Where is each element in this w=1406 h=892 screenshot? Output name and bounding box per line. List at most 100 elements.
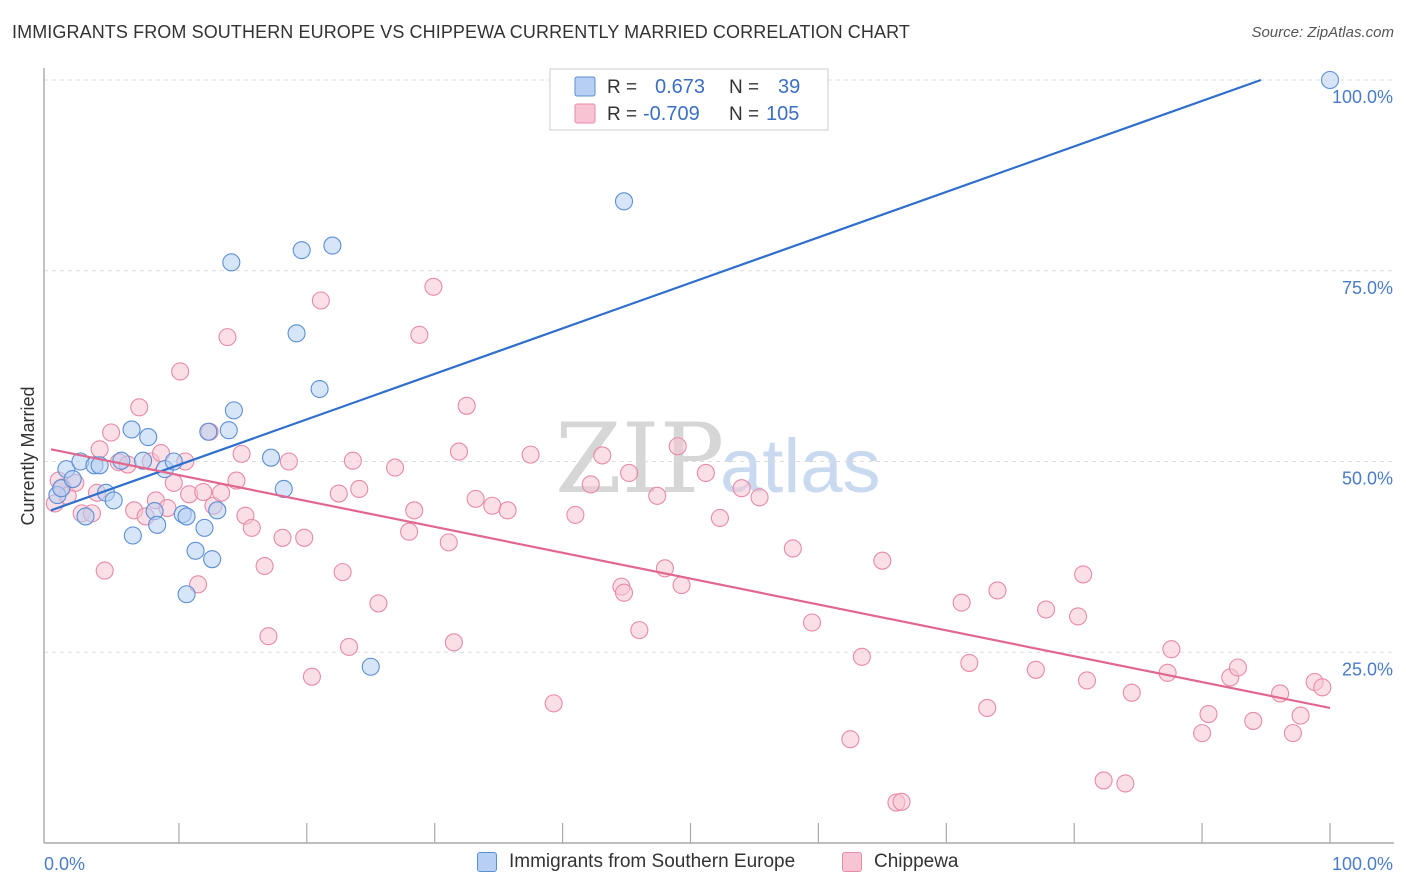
chippewa-point bbox=[449, 442, 469, 461]
chippewa-point bbox=[521, 445, 540, 464]
chippewa-point bbox=[400, 522, 419, 541]
chippewa-point bbox=[1077, 671, 1097, 690]
y-tick-label: 75.0% bbox=[1342, 278, 1393, 298]
x-tick-label: 100.0% bbox=[1332, 854, 1393, 874]
y-tick-label: 50.0% bbox=[1342, 469, 1393, 489]
chippewa-point bbox=[90, 440, 109, 459]
chippewa-point bbox=[1199, 705, 1218, 724]
chippewa-point bbox=[1122, 683, 1141, 702]
southern-europe-point bbox=[224, 401, 243, 420]
chippewa-point bbox=[410, 325, 429, 344]
chippewa-point bbox=[873, 551, 892, 570]
y-tick-labels: 25.0% 50.0% 75.0% 100.0% bbox=[1332, 87, 1393, 679]
chippewa-point bbox=[279, 452, 298, 471]
chippewa-point bbox=[483, 496, 502, 515]
chippewa-point bbox=[1037, 600, 1056, 619]
x-tick-label: 0.0% bbox=[44, 854, 85, 874]
chippewa-point bbox=[783, 539, 802, 558]
chippewa-point bbox=[581, 475, 600, 494]
legend-n-value-pink: 105 bbox=[766, 103, 799, 125]
chippewa-point bbox=[852, 647, 871, 666]
chippewa-point bbox=[444, 633, 463, 652]
chippewa-point bbox=[302, 667, 321, 686]
chippewa-point bbox=[1074, 565, 1093, 584]
chippewa-trend-line bbox=[50, 448, 1331, 710]
bottom-legend-swatch-blue bbox=[477, 852, 497, 872]
southern-europe-point bbox=[134, 451, 153, 470]
southern-europe-point bbox=[195, 518, 214, 537]
chippewa-point bbox=[732, 479, 751, 498]
southern-europe-point bbox=[203, 550, 222, 569]
southern-europe-point bbox=[199, 422, 218, 441]
chippewa-point bbox=[802, 613, 822, 632]
southern-europe-point bbox=[310, 379, 329, 399]
southern-europe-point bbox=[122, 420, 141, 439]
legend-r-label-pink: R = bbox=[607, 104, 637, 125]
chippewa-point bbox=[466, 489, 485, 508]
y-tick-label: 100.0% bbox=[1332, 87, 1393, 107]
chippewa-point bbox=[1116, 774, 1135, 793]
chippewa-point bbox=[242, 518, 261, 537]
y-axis-label: Currently Married bbox=[18, 386, 38, 525]
bottom-legend-item-southern-europe: Immigrants from Southern Europe bbox=[477, 851, 795, 873]
chippewa-point bbox=[593, 446, 612, 465]
chippewa-point bbox=[498, 501, 517, 520]
southern-europe-point bbox=[261, 448, 281, 467]
chippewa-point bbox=[750, 488, 769, 507]
chippewa-point bbox=[212, 483, 231, 502]
chippewa-point bbox=[1283, 724, 1302, 743]
southern-europe-point bbox=[361, 657, 380, 676]
chippewa-point bbox=[333, 563, 352, 582]
chippewa-point bbox=[259, 627, 278, 646]
chippewa-point bbox=[405, 501, 424, 520]
chippewa-point bbox=[311, 291, 330, 310]
chippewa-point bbox=[369, 594, 388, 613]
chippewa-point bbox=[255, 556, 274, 576]
gridlines bbox=[44, 79, 1394, 653]
legend-r-value-pink: -0.709 bbox=[643, 103, 700, 125]
legend-r-value-blue: 0.673 bbox=[655, 76, 705, 98]
chart-title: IMMIGRANTS FROM SOUTHERN EUROPE VS CHIPP… bbox=[12, 22, 910, 42]
chippewa-point bbox=[194, 482, 213, 502]
chippewa-point bbox=[329, 484, 348, 503]
chippewa-point bbox=[614, 583, 634, 602]
chippewa-point bbox=[1193, 724, 1212, 743]
chippewa-point bbox=[710, 508, 729, 528]
southern-europe-point bbox=[287, 324, 306, 343]
southern-europe-point bbox=[222, 253, 241, 272]
chippewa-point bbox=[339, 637, 359, 656]
southern-europe-point bbox=[208, 501, 227, 520]
bottom-legend-label-chippewa: Chippewa bbox=[874, 851, 959, 872]
chippewa-point bbox=[630, 621, 649, 640]
legend-n-label-blue: N = bbox=[729, 77, 759, 98]
stats-legend: R = 0.673 N = 39 R = -0.709 N = 105 bbox=[549, 68, 829, 131]
legend-n-label-pink: N = bbox=[729, 104, 759, 125]
legend-n-value-blue: 39 bbox=[778, 76, 800, 98]
source-credit: Source: ZipAtlas.com bbox=[1251, 24, 1394, 41]
legend-swatch-blue bbox=[574, 76, 596, 97]
chippewa-point bbox=[1313, 678, 1332, 697]
stats-legend-box bbox=[549, 68, 829, 131]
chippewa-point bbox=[1228, 658, 1247, 677]
chippewa-point bbox=[350, 479, 369, 499]
southern-europe-point bbox=[76, 507, 95, 526]
x-tick-labels: 0.0% 100.0% bbox=[44, 854, 1393, 874]
chippewa-point bbox=[343, 451, 362, 470]
watermark: ZIP atlas bbox=[555, 403, 881, 515]
chippewa-point bbox=[841, 730, 860, 749]
southern-europe-point bbox=[139, 428, 158, 447]
watermark-zip: ZIP bbox=[555, 403, 724, 515]
chippewa-point bbox=[1162, 640, 1181, 659]
southern-europe-point bbox=[292, 241, 311, 260]
southern-europe-point bbox=[177, 585, 196, 604]
southern-europe-point bbox=[186, 541, 205, 560]
chippewa-point bbox=[620, 463, 639, 482]
chippewa-point bbox=[1026, 660, 1045, 679]
southern-europe-point bbox=[63, 469, 82, 489]
legend-r-label-blue: R = bbox=[607, 77, 637, 98]
chippewa-point bbox=[544, 694, 563, 713]
trend-lines bbox=[50, 78, 1331, 710]
chippewa-point bbox=[566, 505, 585, 524]
southern-europe-trend-line bbox=[50, 78, 1262, 512]
